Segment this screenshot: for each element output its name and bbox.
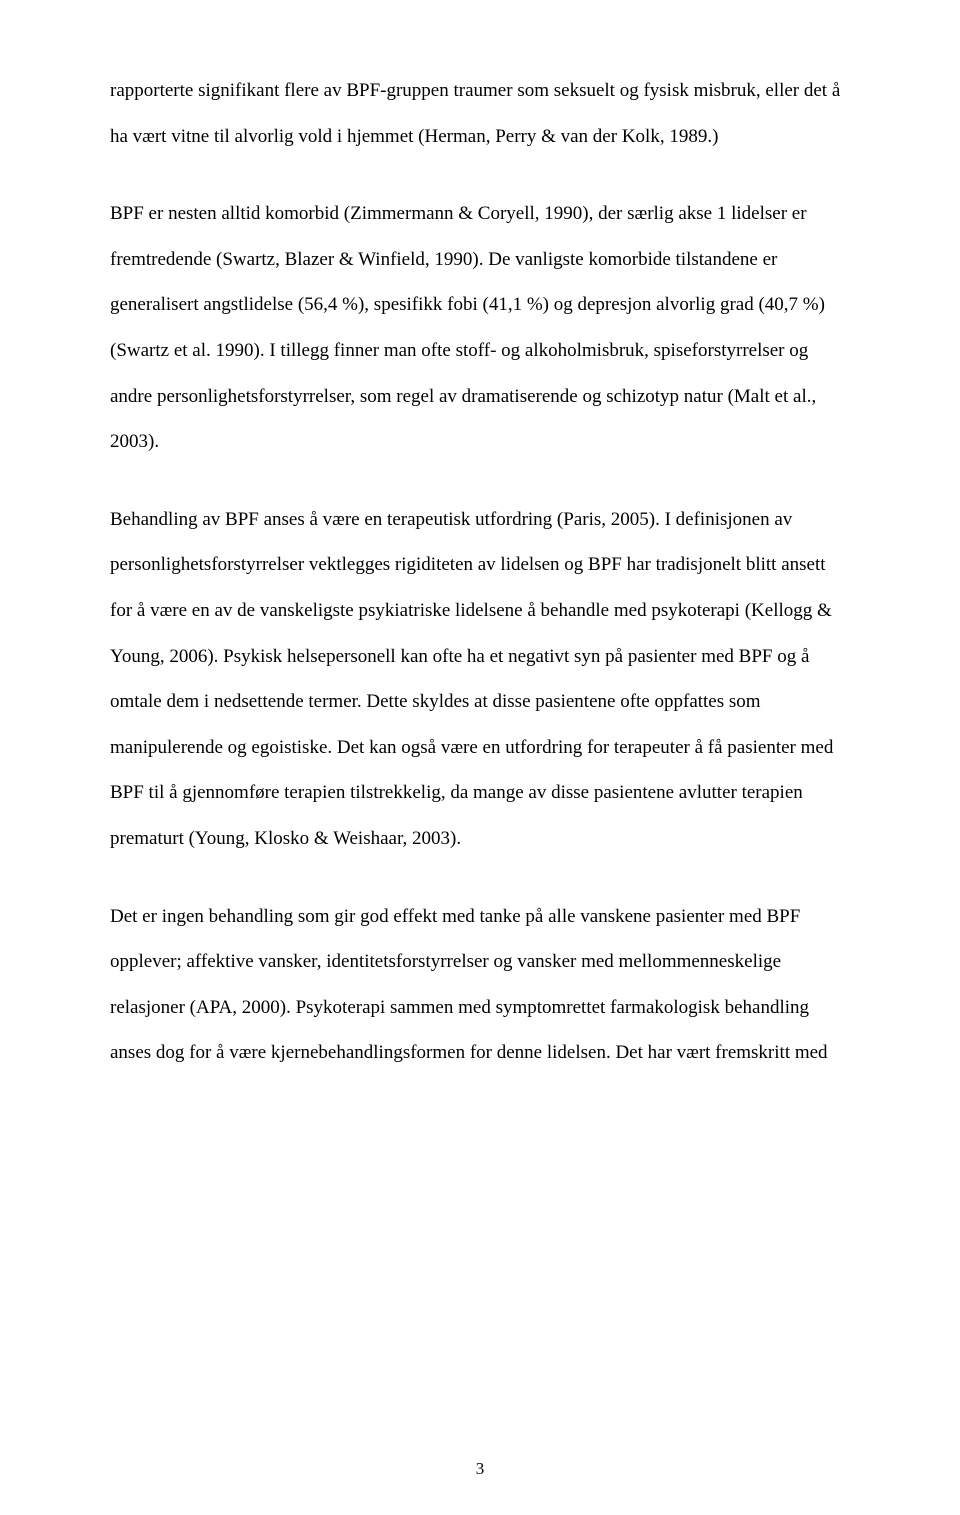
document-page: rapporterte signifikant flere av BPF-gru… — [0, 0, 960, 1515]
paragraph-2: BPF er nesten alltid komorbid (Zimmerman… — [110, 191, 850, 465]
paragraph-1: rapporterte signifikant flere av BPF-gru… — [110, 68, 850, 159]
page-number: 3 — [0, 1459, 960, 1479]
paragraph-4: Det er ingen behandling som gir god effe… — [110, 894, 850, 1076]
paragraph-3: Behandling av BPF anses å være en terape… — [110, 497, 850, 862]
